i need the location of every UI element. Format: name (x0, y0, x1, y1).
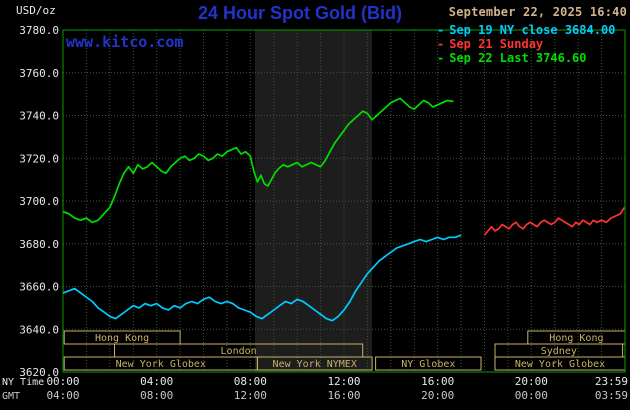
y-tick-label: 3700.0 (19, 195, 59, 208)
legend-item: - Sep 19 NY close 3684.00 (437, 23, 615, 37)
legend-item: - Sep 22 Last 3746.60 (437, 51, 615, 65)
session-label: NY Globex (401, 359, 455, 370)
plot-border (62, 29, 626, 373)
x-tick-label: 00:00 (46, 375, 79, 388)
session-label: Hong Kong (549, 333, 603, 344)
legend-label: Sep 22 Last 3746.60 (449, 51, 587, 65)
y-tick-label: 3620.0 (19, 366, 59, 379)
y-tick-label: 3640.0 (19, 323, 59, 336)
x-axis-row-label: GMT (2, 391, 20, 402)
x-tick-label: 08:00 (234, 375, 267, 388)
x-tick-label: 08:00 (140, 389, 173, 402)
legend-dash-icon: - (437, 37, 445, 51)
legend-dash-icon: - (437, 51, 445, 65)
x-tick-label: 12:00 (234, 389, 267, 402)
series-line-sep19 (62, 234, 462, 322)
session-label: Hong Kong (95, 333, 149, 344)
legend-item: - Sep 21 Sunday (437, 37, 615, 51)
x-tick-label: 04:00 (140, 375, 173, 388)
legend-dash-icon: - (437, 23, 445, 37)
session-label: New York Globex (116, 359, 206, 370)
x-tick-label: 23:59 (595, 375, 628, 388)
legend-label: Sep 21 Sunday (449, 37, 544, 51)
session-box (375, 356, 482, 371)
chart-title: 24 Hour Spot Gold (Bid) (198, 3, 402, 23)
datetime-label: September 22, 2025 16:40 (448, 5, 627, 19)
x-tick-label: 03:59 (595, 389, 628, 402)
series-line-sep22 (62, 97, 454, 224)
x-tick-label: 00:00 (515, 389, 548, 402)
x-tick-label: 12:00 (327, 375, 360, 388)
session-box (256, 356, 373, 371)
y-tick-label: 3780.0 (19, 24, 59, 37)
y-tick-label: 3740.0 (19, 110, 59, 123)
x-tick-label: 20:00 (421, 389, 454, 402)
kitco-watermark-link[interactable]: www.kitco.com (66, 33, 184, 51)
x-tick-label: 16:00 (421, 375, 454, 388)
legend: - Sep 19 NY close 3684.00 - Sep 21 Sunday … (437, 23, 615, 65)
y-tick-label: 3680.0 (19, 238, 59, 251)
session-label: New York NYMEX (273, 359, 357, 370)
y-tick-label: 3720.0 (19, 152, 59, 165)
session-label: New York Globex (515, 359, 605, 370)
x-tick-label: 04:00 (46, 389, 79, 402)
y-tick-label: 3760.0 (19, 67, 59, 80)
legend-label: Sep 19 NY close 3684.00 (449, 23, 616, 37)
y-axis-units-label: USD/oz (16, 4, 56, 17)
x-axis-row-label: NY Time (2, 377, 44, 388)
y-tick-label: 3660.0 (19, 281, 59, 294)
x-tick-label: 20:00 (515, 375, 548, 388)
nymex-session-band (255, 30, 373, 372)
series-line-sep21 (483, 206, 626, 236)
session-label: Sydney (541, 346, 577, 357)
session-label: London (221, 346, 257, 357)
x-tick-label: 16:00 (327, 389, 360, 402)
